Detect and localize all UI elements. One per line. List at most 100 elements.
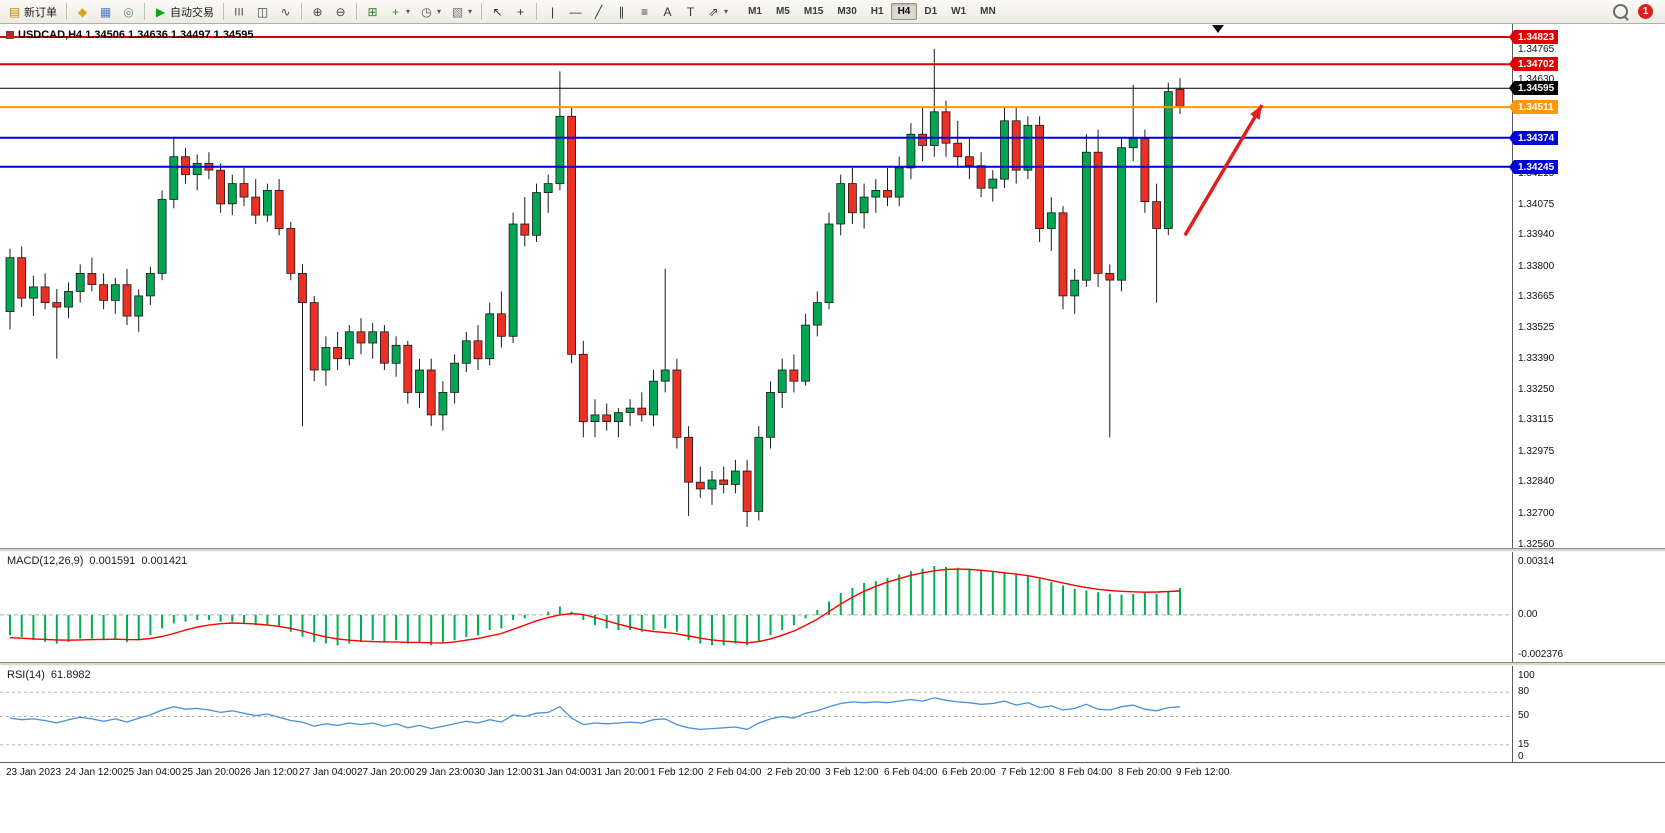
timeframe-h1[interactable]: H1 <box>870 6 884 17</box>
toolbar-separator <box>223 3 224 20</box>
crosshair-button[interactable]: + <box>509 1 532 23</box>
caret-down-icon: ▾ <box>437 7 442 16</box>
zoom-out-button[interactable]: ⊖ <box>329 1 352 23</box>
candlestick-chart-button[interactable]: ◫ <box>251 1 274 23</box>
timeframe-h4[interactable]: H4 <box>890 3 918 20</box>
price-tick-label: 1.34765 <box>1518 44 1555 55</box>
bar-chart-icon: ||| <box>234 6 245 16</box>
toolbar-separator <box>66 3 67 20</box>
trendline-button[interactable]: ╱ <box>587 1 610 23</box>
timeframe-d1[interactable]: D1 <box>924 6 938 17</box>
price-scale[interactable]: 1.347651.346301.342151.340751.339401.338… <box>1509 24 1665 762</box>
timeframe-mn[interactable]: MN <box>980 6 996 17</box>
macd-histogram <box>9 566 1181 646</box>
time-axis-label: 25 Jan 20:00 <box>182 767 240 778</box>
panel-splitter[interactable] <box>0 662 1665 666</box>
search-icon[interactable] <box>1613 4 1628 19</box>
price-tick-label: 1.33390 <box>1518 353 1555 364</box>
badge-pointer <box>1509 100 1514 114</box>
time-axis[interactable]: 23 Jan 2023 24 Jan 12:00 25 Jan 04:00 25 Ja… <box>0 762 1665 833</box>
time-axis-label: 29 Jan 23:00 <box>416 767 474 778</box>
line-chart-icon: ∿ <box>280 4 291 19</box>
vline-icon: | <box>550 4 555 19</box>
badge-price-text: 1.34595 <box>1518 82 1555 94</box>
timeframe-m30[interactable]: M30 <box>837 6 857 17</box>
text-label-button[interactable]: T <box>679 1 702 23</box>
channel-button[interactable]: ∥ <box>610 1 633 23</box>
time-axis-label: 6 Feb 20:00 <box>942 767 996 778</box>
periods-button[interactable]: ◷ ▾ <box>415 1 446 23</box>
time-axis-label: 3 Feb 12:00 <box>825 767 879 778</box>
time-axis-label: 25 Jan 04:00 <box>123 767 181 778</box>
price-badge-1.34823: 1.34823 <box>1509 30 1559 44</box>
time-axis-label: 7 Feb 12:00 <box>1001 767 1055 778</box>
hline-icon: — <box>569 4 582 19</box>
timeframe-m15[interactable]: M15 <box>803 6 824 17</box>
toolbar-right: 1 <box>1613 4 1665 19</box>
tile-windows-button[interactable]: ⊞ <box>361 1 384 23</box>
panel-splitter[interactable] <box>0 548 1665 552</box>
badge-pointer <box>1509 160 1514 174</box>
templates-button[interactable]: ▧ ▾ <box>446 1 477 23</box>
rsi-name: RSI(14) <box>7 669 45 681</box>
time-axis-label: 23 Jan 2023 <box>6 767 62 778</box>
arrows-icon: ⇗ <box>708 4 719 19</box>
toolbar-separator <box>356 3 357 20</box>
badge-price-text: 1.34245 <box>1518 161 1555 173</box>
time-axis-label: 6 Feb 04:00 <box>884 767 938 778</box>
cursor-button[interactable]: ↖ <box>486 1 509 23</box>
trend-arrow[interactable] <box>1183 104 1264 237</box>
time-axis-label: 26 Jan 12:00 <box>240 767 298 778</box>
time-axis-label: 27 Jan 04:00 <box>299 767 357 778</box>
macd-name: MACD(12,26,9) <box>7 555 84 567</box>
badge-price-text: 1.34374 <box>1518 132 1555 144</box>
bar-chart-button[interactable]: ||| <box>228 1 251 23</box>
time-axis-label: 1 Feb 12:00 <box>650 767 704 778</box>
chart-shift-marker[interactable] <box>1212 25 1224 33</box>
timeframe-w1[interactable]: W1 <box>951 6 967 17</box>
time-axis-label: 9 Feb 12:00 <box>1176 767 1230 778</box>
macd-label: MACD(12,26,9) 0.001591 0.001421 <box>7 555 187 567</box>
arrows-button[interactable]: ⇗ ▾ <box>702 1 733 23</box>
price-tick-label: 1.32840 <box>1518 476 1555 487</box>
text-icon: A <box>663 4 672 19</box>
macd-scale-label: -0.002376 <box>1518 649 1564 660</box>
main-toolbar: ▤ 新订单 ◆ ▦ ◎ ▶ 自动交易 ||| ◫ ∿ ⊕ ⊖ ⊞ + ▾ ◷ ▾ ▧ ▾ ↖ + | — ╱ ∥ ≡ A T ⇗ ▾ M1… <box>0 0 1665 24</box>
toolbar-separator <box>536 3 538 20</box>
chart-symbol-icon <box>6 31 14 39</box>
macd-value-signal: 0.001421 <box>141 555 188 567</box>
market-watch-button[interactable]: ▦ <box>94 1 117 23</box>
line-chart-button[interactable]: ∿ <box>274 1 297 23</box>
candles <box>5 48 1185 528</box>
timeframe-m5[interactable]: M5 <box>775 6 790 17</box>
new-order-button[interactable]: ▤ 新订单 <box>3 1 62 23</box>
play-icon: ▶ <box>155 4 166 19</box>
rsi-scale-label: 100 <box>1518 670 1535 681</box>
new-order-icon: ▤ <box>8 4 21 19</box>
vertical-line-button[interactable]: | <box>541 1 564 23</box>
toolbar-separator <box>301 3 302 20</box>
fibonacci-button[interactable]: ≡ <box>633 1 656 23</box>
time-axis-label: 2 Feb 04:00 <box>708 767 762 778</box>
auto-trading-button[interactable]: ▶ 自动交易 <box>149 1 219 23</box>
toolbar-groups: ▤ 新订单 ◆ ▦ ◎ ▶ 自动交易 ||| ◫ ∿ ⊕ ⊖ ⊞ + ▾ ◷ ▾ ▧ ▾ ↖ + | — ╱ ∥ ≡ A T ⇗ ▾ <box>3 0 733 23</box>
charts-button[interactable]: ◆ <box>71 1 94 23</box>
zoom-in-button[interactable]: ⊕ <box>306 1 329 23</box>
price-badge-1.34702: 1.34702 <box>1509 57 1559 71</box>
template-icon: ▧ <box>451 4 464 19</box>
horizontal-line-button[interactable]: — <box>564 1 587 23</box>
navigator-button[interactable]: ◎ <box>117 1 140 23</box>
indicators-button[interactable]: + ▾ <box>384 1 415 23</box>
caret-down-icon: ▾ <box>406 7 411 16</box>
notification-badge[interactable]: 1 <box>1638 4 1653 19</box>
time-axis-label: 27 Jan 20:00 <box>357 767 415 778</box>
time-axis-label: 31 Jan 04:00 <box>533 767 591 778</box>
time-axis-label: 8 Feb 04:00 <box>1059 767 1113 778</box>
zoom-out-icon: ⊖ <box>335 4 346 19</box>
text-button[interactable]: A <box>656 1 679 23</box>
timeframe-m1[interactable]: M1 <box>748 6 762 17</box>
rsi-scale-label: 80 <box>1518 686 1530 697</box>
charts-stack-icon: ◆ <box>77 4 88 19</box>
chart-window: USDCAD,H4 1.34506 1.34636 1.34497 1.3459… <box>0 24 1665 833</box>
price-tick-label: 1.33665 <box>1518 291 1555 302</box>
